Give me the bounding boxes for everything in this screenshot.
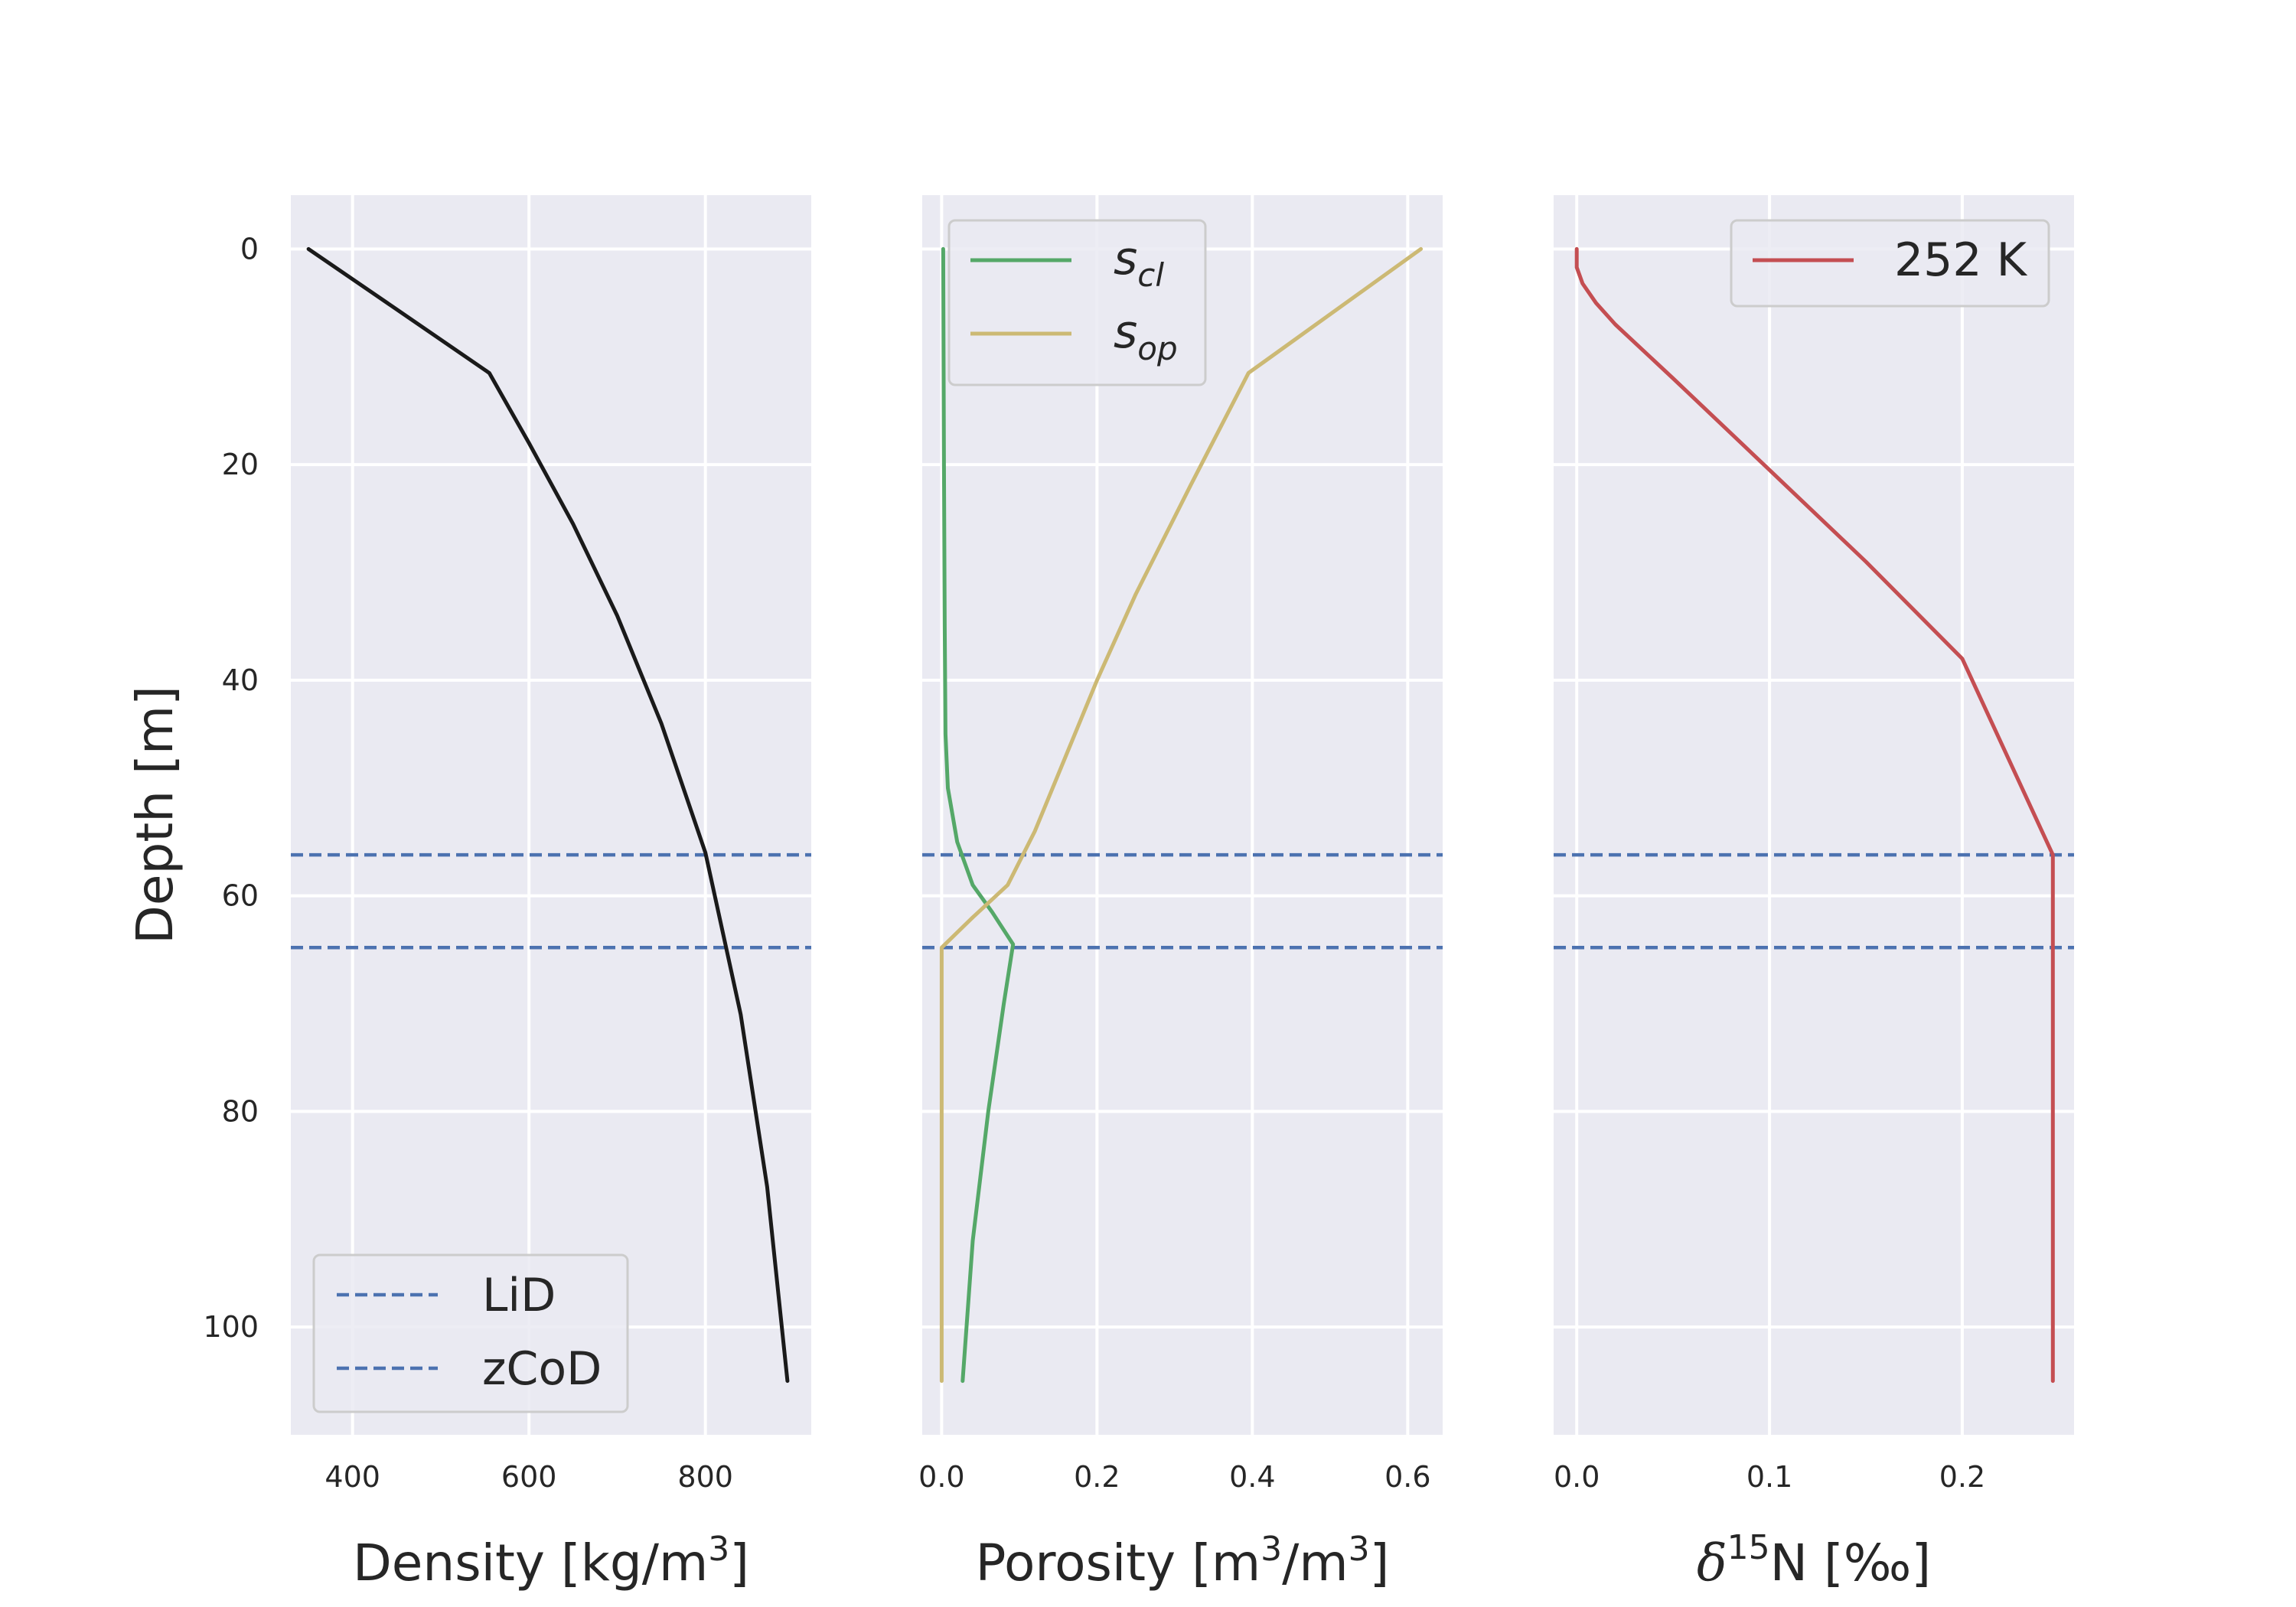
legend-label: 252 K bbox=[1894, 233, 2028, 287]
x-label-delta: δ bbox=[1697, 1534, 1727, 1592]
legend-label-main: s bbox=[1114, 305, 1137, 359]
series-line bbox=[939, 246, 1424, 1384]
legend-label-sub: cl bbox=[1137, 256, 1164, 294]
y-tick-label: 0 bbox=[240, 232, 259, 266]
plot-background bbox=[922, 195, 1443, 1435]
legend-label-main: s bbox=[1114, 232, 1137, 285]
y-tick-label: 100 bbox=[203, 1310, 259, 1344]
plot-background bbox=[291, 195, 811, 1435]
x-label-part: N [‰] bbox=[1770, 1534, 1931, 1592]
y-tick-label: 40 bbox=[222, 663, 259, 697]
x-tick-label: 800 bbox=[677, 1460, 733, 1494]
y-tick-label: 80 bbox=[222, 1094, 259, 1128]
series-line bbox=[941, 246, 1016, 1384]
series-line bbox=[306, 246, 790, 1384]
x-label-sup: 3 bbox=[708, 1530, 729, 1569]
x-tick-label: 600 bbox=[501, 1460, 557, 1494]
legend-label-sub: op bbox=[1137, 330, 1177, 367]
x-tick-label: 400 bbox=[325, 1460, 380, 1494]
x-label-sup: 3 bbox=[1349, 1530, 1370, 1569]
x-tick-label: 0.1 bbox=[1746, 1460, 1792, 1494]
legend-label: scl bbox=[1114, 232, 1164, 294]
legend: 252 K bbox=[1730, 219, 2050, 308]
panel-density: 400 600 800 0 20 40 60 80 100 Depth [m] Density [k… bbox=[126, 195, 811, 1592]
legend-label: sop bbox=[1114, 305, 1178, 367]
legend-box bbox=[1730, 219, 2050, 308]
x-tick-label: 0.0 bbox=[1554, 1460, 1600, 1494]
x-axis-label: Porosity [m3/m3] bbox=[976, 1530, 1390, 1592]
x-axis-label: δ15N [‰] bbox=[1697, 1528, 1931, 1592]
series-line bbox=[1574, 246, 2055, 1384]
x-tick-label: 0.4 bbox=[1229, 1460, 1275, 1494]
x-tick-label: 0.6 bbox=[1384, 1460, 1430, 1494]
y-axis-label: Depth [m] bbox=[126, 686, 184, 944]
x-tick-label: 0.0 bbox=[918, 1460, 964, 1494]
x-label-part: ] bbox=[729, 1534, 749, 1592]
legend-label: zCoD bbox=[482, 1342, 602, 1396]
x-tick-label: 0.2 bbox=[1939, 1460, 1985, 1494]
x-label-sup: 15 bbox=[1727, 1528, 1770, 1567]
x-label-part: Density [kg/m bbox=[353, 1534, 708, 1592]
x-label-part: ] bbox=[1370, 1534, 1390, 1592]
y-tick-label: 60 bbox=[222, 879, 259, 913]
x-tick-label: 0.2 bbox=[1074, 1460, 1120, 1494]
x-label-part: Porosity [m bbox=[976, 1534, 1261, 1592]
x-label-sup: 3 bbox=[1261, 1530, 1282, 1569]
x-axis-label: Density [kg/m3] bbox=[353, 1530, 749, 1592]
plot-background bbox=[1554, 195, 2074, 1435]
legend: LiD zCoD bbox=[312, 1253, 629, 1413]
legend-label: LiD bbox=[482, 1269, 556, 1322]
x-label-part: /m bbox=[1282, 1534, 1349, 1592]
y-tick-label: 20 bbox=[222, 448, 259, 481]
